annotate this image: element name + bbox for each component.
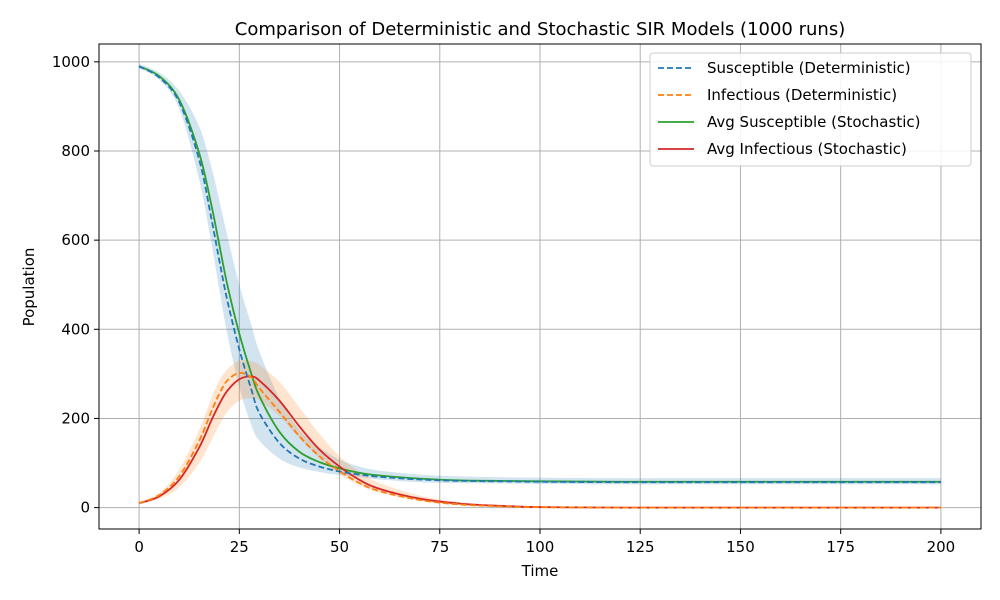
series-line-2 (138, 372, 941, 509)
x-tick-label: 100 (526, 538, 555, 556)
y-tick-label: 0 (80, 499, 90, 517)
x-tick-label: 175 (826, 538, 855, 556)
chart-title: Comparison of Deterministic and Stochast… (235, 19, 845, 40)
y-tick-label: 600 (61, 231, 90, 249)
y-tick-label: 200 (61, 409, 90, 427)
x-tick-label: 50 (330, 538, 349, 556)
y-axis-ticks: 0 200 400 600 800 1000 (52, 53, 99, 517)
x-tick-label: 25 (230, 538, 249, 556)
legend-box (649, 52, 972, 167)
x-tick-label: 125 (626, 538, 655, 556)
y-axis-label: Population (20, 248, 38, 327)
y-tick-label: 1000 (52, 53, 90, 71)
x-tick-label: 75 (430, 538, 449, 556)
series-lines (138, 65, 941, 509)
x-axis-ticks: 0 25 50 75 100 125 150 175 200 (134, 529, 955, 556)
legend-label: Susceptible (Deterministic) (707, 59, 911, 77)
legend-label: Avg Susceptible (Stochastic) (707, 113, 920, 131)
x-tick-label: 0 (134, 538, 144, 556)
series-line-3 (138, 65, 941, 483)
x-axis-label: Time (521, 562, 559, 580)
x-tick-label: 200 (927, 538, 956, 556)
y-tick-label: 800 (61, 142, 90, 160)
legend-label: Infectious (Deterministic) (707, 86, 897, 104)
series-line-1 (138, 65, 941, 484)
legend: Susceptible (Deterministic) Infectious (D… (649, 52, 972, 167)
x-tick-label: 150 (726, 538, 755, 556)
y-tick-label: 400 (61, 320, 90, 338)
legend-label: Avg Infectious (Stochastic) (707, 140, 907, 158)
